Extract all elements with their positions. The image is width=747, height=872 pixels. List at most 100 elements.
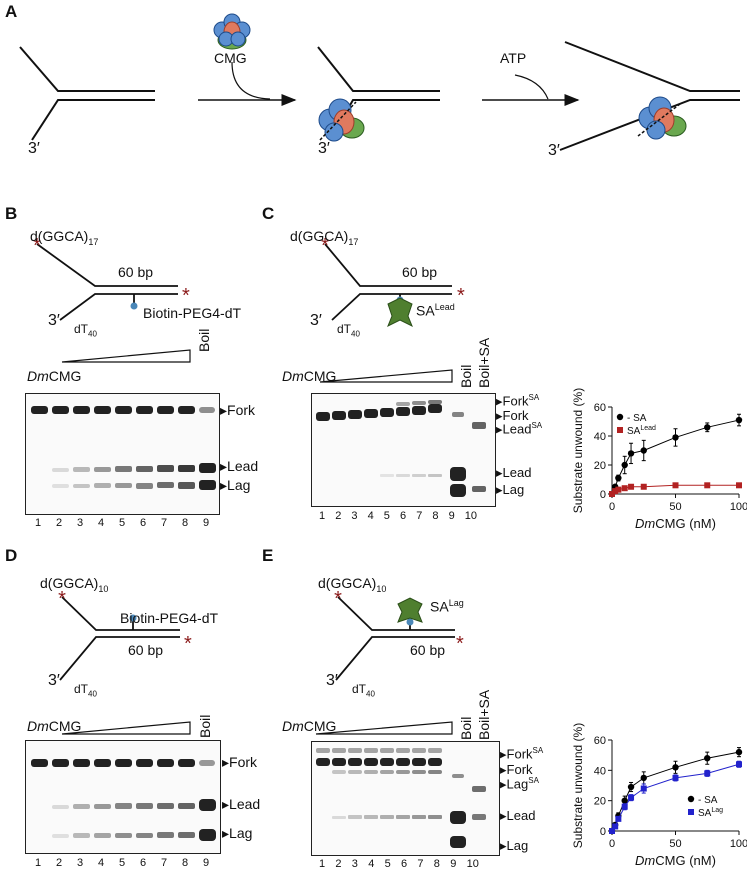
data-point	[609, 491, 615, 497]
cmg-translocating-icon	[637, 96, 687, 140]
biotin-dot-b	[130, 302, 138, 310]
y-tick-label: 40	[594, 431, 606, 443]
lane-number: 2	[56, 517, 63, 529]
legend-marker	[688, 809, 694, 815]
top-strand-c: d(GGCA)17	[290, 228, 359, 247]
data-point	[704, 770, 711, 777]
lane-number: 8	[433, 858, 440, 870]
data-point	[735, 748, 743, 756]
band-forksa-e: ▸ForkSA	[500, 746, 544, 762]
cmg-label: CMG	[214, 50, 247, 66]
y-axis-label: Substrate unwound (%)	[571, 388, 585, 513]
lane-number: 9	[448, 510, 455, 522]
band-lagsa-e: ▸LagSA	[500, 776, 539, 792]
lane-number: 6	[140, 857, 147, 869]
x-axis-label: DmCMG (nM)	[635, 516, 716, 531]
boil-label-c: Boil	[458, 364, 474, 388]
data-point	[672, 482, 679, 489]
lane-number: 9	[203, 517, 210, 529]
data-point	[704, 482, 711, 489]
streptavidin-icon-lag	[397, 597, 423, 623]
y-tick-label: 60	[594, 735, 606, 747]
lane-number: 1	[35, 517, 42, 529]
x-tick-label: 50	[669, 501, 681, 513]
legend-label: - SA	[698, 795, 718, 806]
dt-label-c: dT40	[337, 322, 360, 339]
panel-label-c: C	[262, 204, 275, 223]
dt-label-d: dT40	[74, 682, 97, 699]
three-prime-label-2: 3′	[318, 140, 330, 157]
data-point	[612, 488, 619, 495]
bp-label-c: 60 bp	[402, 264, 438, 280]
legend-label: - SA	[627, 413, 647, 424]
atp-label: ATP	[500, 50, 527, 66]
lane-number: 8	[182, 857, 189, 869]
titration-label-d: DmCMG	[27, 718, 82, 734]
lane-number: 3	[77, 857, 84, 869]
data-point	[627, 783, 635, 791]
y-tick-label: 60	[594, 402, 606, 414]
titration-label-b: DmCMG	[27, 368, 82, 384]
lane-number: 8	[432, 510, 439, 522]
lane-number: 10	[466, 858, 479, 870]
y-tick-label: 20	[594, 460, 606, 472]
three-prime-d: 3′	[48, 672, 60, 689]
boil-sa-label-e: Boil+SA	[476, 689, 492, 740]
sa-label-c: SALead	[416, 302, 455, 319]
band-fork-d: ▸Fork	[222, 754, 258, 770]
data-point	[672, 434, 679, 441]
bp-label-e: 60 bp	[410, 642, 446, 658]
band-forksa-c: ▸ForkSA	[496, 393, 540, 409]
lane-number: 4	[98, 857, 105, 869]
data-point	[615, 812, 622, 820]
lane-number: 5	[119, 517, 126, 529]
x-tick-label: 50	[669, 838, 681, 850]
label-star-b2: *	[182, 285, 190, 307]
unwinding-scheme	[19, 13, 740, 151]
legend-label: SALag	[698, 807, 723, 819]
x-tick-label: 0	[609, 838, 615, 850]
boil-sa-label-c: Boil+SA	[476, 337, 492, 388]
sa-label-e: SALag	[430, 598, 464, 615]
band-fork-e: ▸Fork	[500, 762, 533, 777]
three-prime-b: 3′	[48, 312, 60, 329]
band-lag-c: ▸Lag	[496, 482, 525, 497]
data-point	[704, 424, 711, 431]
panel-label-d: D	[5, 546, 18, 565]
lane-number: 7	[161, 517, 168, 529]
band-lag-b: ▸Lag	[220, 477, 251, 493]
boil-label-d: Boil	[197, 714, 213, 738]
data-point	[609, 828, 615, 834]
series-line	[611, 419, 740, 495]
three-prime-label-3: 3′	[548, 142, 560, 159]
data-point	[615, 474, 622, 482]
lane-number: 3	[77, 517, 84, 529]
lane-number: 2	[335, 510, 342, 522]
dt-label-b: dT40	[74, 322, 97, 339]
data-point	[608, 827, 616, 835]
x-tick-label: 100	[730, 838, 747, 850]
bp-label-b: 60 bp	[118, 264, 154, 280]
lane-number: 2	[335, 858, 342, 870]
series-line	[611, 484, 739, 495]
data-point	[627, 450, 635, 457]
band-leadsa-c: ▸LeadSA	[496, 421, 543, 437]
lane-number: 7	[417, 858, 424, 870]
data-point	[736, 482, 742, 489]
x-tick-label: 100	[730, 501, 747, 513]
lane-number: 9	[203, 857, 210, 869]
lane-number: 6	[140, 517, 147, 529]
legend-label: SALead	[627, 425, 656, 437]
lane-number: 6	[401, 858, 408, 870]
lane-number: 1	[319, 510, 326, 522]
band-lead-c: ▸Lead	[496, 465, 532, 480]
band-fork-b: ▸Fork	[220, 402, 256, 418]
label-star-c2: *	[457, 285, 465, 307]
lane-number: 5	[384, 858, 391, 870]
lane-number: 5	[383, 510, 390, 522]
lane-number: 7	[416, 510, 423, 522]
data-point	[615, 815, 622, 822]
lane-number: 10	[464, 510, 478, 522]
top-strand-d: d(GGCA)10	[40, 575, 109, 594]
gel-b	[25, 393, 220, 515]
